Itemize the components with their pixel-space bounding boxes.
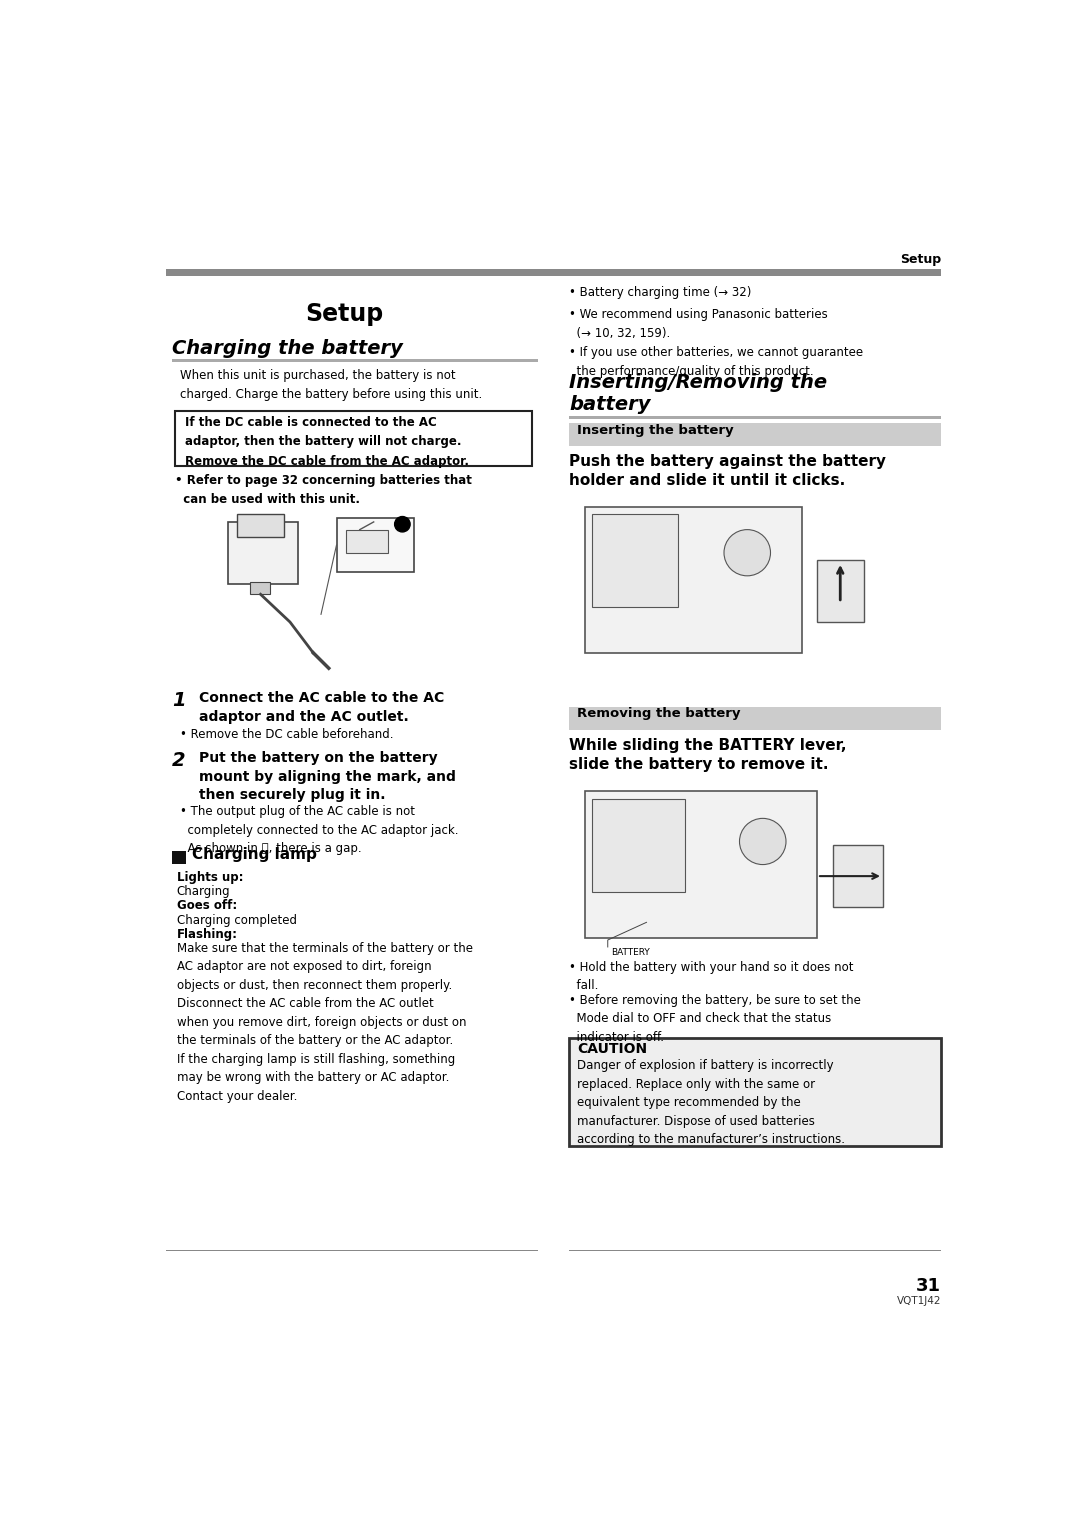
Bar bbox=[584, 792, 816, 937]
Text: Inserting/Removing the
battery: Inserting/Removing the battery bbox=[569, 372, 827, 414]
Text: Flashing:: Flashing: bbox=[177, 928, 238, 940]
Text: Connect the AC cable to the AC
adaptor and the AC outlet.: Connect the AC cable to the AC adaptor a… bbox=[200, 691, 445, 723]
Text: CAUTION: CAUTION bbox=[577, 1042, 647, 1056]
Text: Make sure that the terminals of the battery or the
AC adaptor are not exposed to: Make sure that the terminals of the batt… bbox=[177, 942, 473, 1103]
Text: When this unit is purchased, the battery is not
charged. Charge the battery befo: When this unit is purchased, the battery… bbox=[180, 369, 482, 401]
Bar bbox=[833, 845, 882, 906]
Bar bbox=[166, 1250, 538, 1251]
Text: • Refer to page 32 concerning batteries that
  can be used with this unit.: • Refer to page 32 concerning batteries … bbox=[175, 475, 472, 505]
Bar bbox=[175, 410, 531, 467]
Bar bbox=[592, 514, 677, 607]
Text: Charging completed: Charging completed bbox=[177, 914, 297, 926]
Bar bbox=[238, 514, 284, 537]
Text: While sliding the BATTERY lever,
slide the battery to remove it.: While sliding the BATTERY lever, slide t… bbox=[569, 737, 847, 772]
Text: Setup: Setup bbox=[306, 302, 383, 327]
Bar bbox=[228, 522, 298, 583]
Bar bbox=[172, 852, 186, 864]
Text: Push the battery against the battery
holder and slide it until it clicks.: Push the battery against the battery hol… bbox=[569, 455, 886, 488]
Circle shape bbox=[394, 516, 410, 533]
Bar bbox=[569, 415, 941, 418]
Text: Lights up:: Lights up: bbox=[177, 871, 243, 884]
Circle shape bbox=[724, 530, 770, 575]
Text: Removing the battery: Removing the battery bbox=[577, 708, 740, 720]
Text: Charging lamp: Charging lamp bbox=[192, 847, 318, 862]
Text: • Remove the DC cable beforehand.: • Remove the DC cable beforehand. bbox=[180, 728, 393, 742]
Text: VQT1J42: VQT1J42 bbox=[896, 1296, 941, 1306]
Bar bbox=[166, 270, 941, 276]
Bar bbox=[346, 530, 389, 552]
Text: 1: 1 bbox=[172, 691, 186, 710]
Text: Charging: Charging bbox=[177, 885, 230, 899]
Bar bbox=[592, 800, 685, 891]
Text: 2: 2 bbox=[172, 751, 186, 771]
Text: • The output plug of the AC cable is not
  completely connected to the AC adapto: • The output plug of the AC cable is not… bbox=[180, 806, 458, 855]
Bar bbox=[337, 517, 414, 572]
Text: Inserting the battery: Inserting the battery bbox=[577, 424, 733, 436]
Text: • Before removing the battery, be sure to set the
  Mode dial to OFF and check t: • Before removing the battery, be sure t… bbox=[569, 993, 861, 1044]
Bar bbox=[172, 359, 538, 362]
Text: Put the battery on the battery
mount by aligning the mark, and
then securely plu: Put the battery on the battery mount by … bbox=[200, 751, 456, 803]
Bar bbox=[569, 707, 941, 729]
Text: A: A bbox=[399, 520, 406, 528]
Text: 31: 31 bbox=[916, 1277, 941, 1294]
Bar bbox=[584, 507, 801, 653]
Bar bbox=[249, 581, 270, 594]
Text: • Battery charging time (→ 32): • Battery charging time (→ 32) bbox=[569, 287, 752, 299]
Bar bbox=[569, 1250, 941, 1251]
Text: Danger of explosion if battery is incorrectly
replaced. Replace only with the sa: Danger of explosion if battery is incorr… bbox=[577, 1059, 845, 1146]
Text: Goes off:: Goes off: bbox=[177, 899, 238, 913]
Text: If the DC cable is connected to the AC
adaptor, then the battery will not charge: If the DC cable is connected to the AC a… bbox=[185, 415, 469, 467]
Text: BATTERY: BATTERY bbox=[611, 948, 650, 957]
Circle shape bbox=[740, 818, 786, 865]
Bar bbox=[569, 423, 941, 447]
Text: • If you use other batteries, we cannot guarantee
  the performance/quality of t: • If you use other batteries, we cannot … bbox=[569, 346, 863, 378]
Text: • We recommend using Panasonic batteries
  (→ 10, 32, 159).: • We recommend using Panasonic batteries… bbox=[569, 308, 827, 340]
Text: • Hold the battery with your hand so it does not
  fall.: • Hold the battery with your hand so it … bbox=[569, 961, 853, 992]
Text: Setup: Setup bbox=[900, 253, 941, 266]
Bar bbox=[569, 1038, 941, 1146]
Bar bbox=[816, 560, 864, 623]
Text: Charging the battery: Charging the battery bbox=[172, 339, 403, 357]
